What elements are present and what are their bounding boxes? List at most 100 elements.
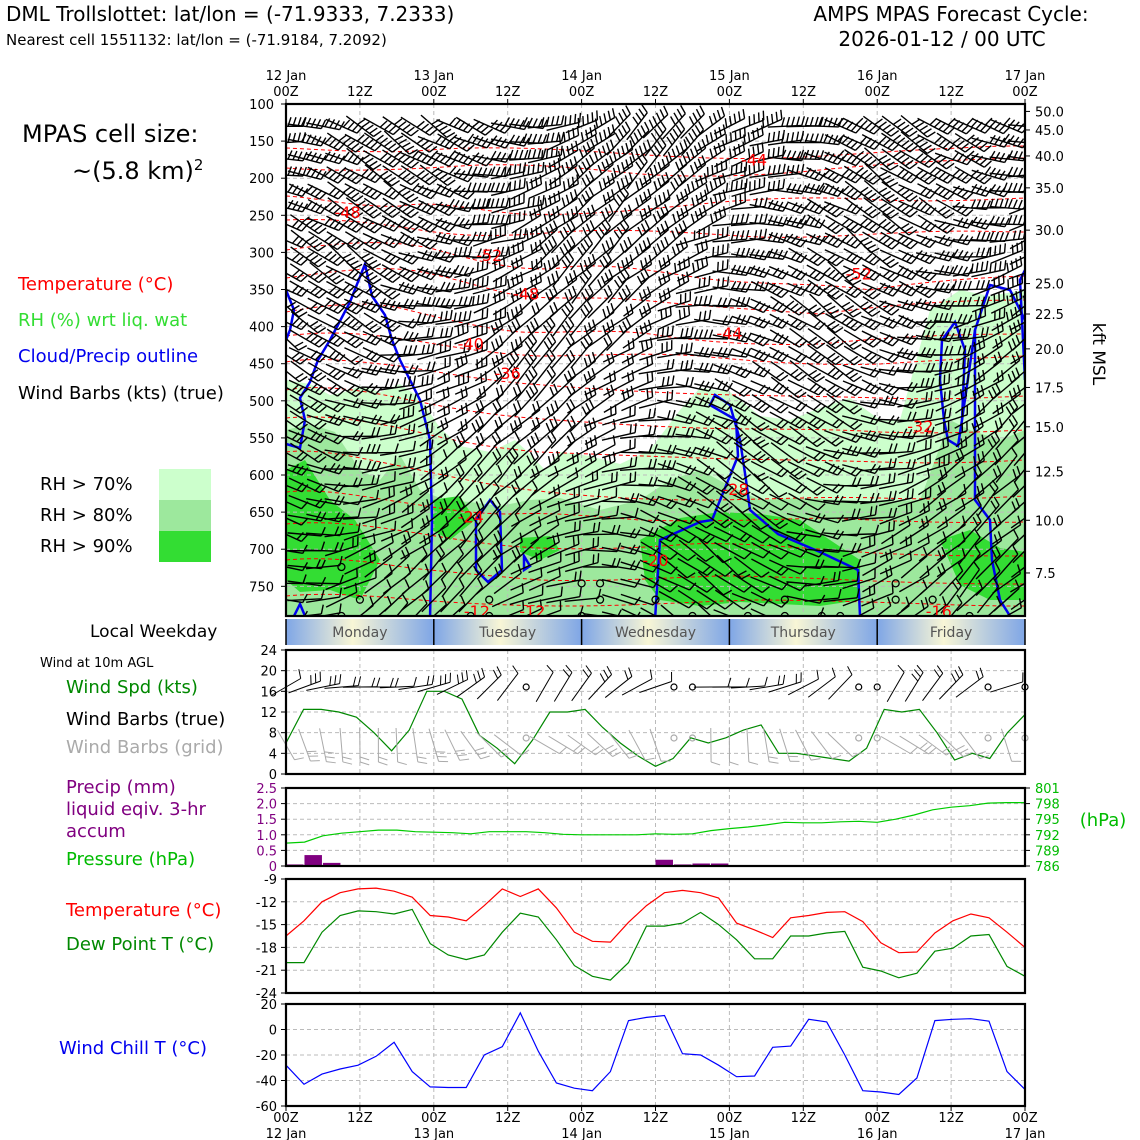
barb-feather	[754, 280, 760, 291]
barb-feather	[364, 256, 374, 263]
wind-barb	[420, 595, 448, 616]
barb-feather	[813, 385, 822, 394]
barb-feather	[361, 136, 370, 145]
barb-staff	[694, 318, 728, 326]
wind-barb	[546, 520, 581, 540]
barb-feather	[882, 221, 891, 229]
barb-feather	[514, 513, 521, 523]
wind-barb	[513, 285, 540, 318]
barb-feather	[818, 117, 823, 127]
barb-feather	[819, 116, 824, 127]
barb-feather	[625, 257, 630, 267]
barb-feather	[888, 443, 893, 453]
barb-feather	[908, 229, 918, 236]
barb-staff	[732, 151, 764, 167]
barb-feather	[671, 409, 676, 420]
barb-staff	[657, 511, 691, 525]
wind-barb	[509, 162, 545, 180]
barb-feather	[468, 246, 473, 256]
wind-barb	[307, 247, 346, 267]
barb-feather	[592, 554, 595, 564]
barb-feather	[492, 402, 499, 412]
calm-circle	[688, 611, 697, 616]
barb-staff	[767, 124, 802, 128]
wind-barb	[626, 104, 648, 141]
wind-barb	[400, 499, 431, 529]
barb-feather	[408, 457, 412, 468]
barb-feather	[545, 226, 551, 237]
barb-staff	[364, 572, 393, 594]
barb-feather	[813, 403, 822, 411]
barb-feather	[610, 352, 615, 362]
barb-staff	[675, 399, 710, 408]
barb-feather	[780, 437, 789, 446]
barb-feather	[490, 230, 492, 240]
nearest-cell-line: Nearest cell 1551132: lat/lon = (-71.918…	[6, 31, 387, 49]
barb-staff	[770, 361, 800, 382]
barb-feather	[616, 226, 624, 236]
barb-feather	[595, 230, 602, 240]
barb-feather	[799, 533, 808, 542]
wind-barb	[565, 536, 600, 556]
barb-staff	[620, 416, 654, 424]
barb-feather	[495, 121, 503, 130]
barb-staff	[551, 324, 575, 353]
wind-barb	[459, 447, 483, 483]
barb-feather	[555, 146, 558, 157]
wind-barb	[510, 272, 543, 298]
barb-feather	[652, 246, 658, 256]
barb-feather	[892, 416, 900, 426]
barb-feather	[661, 459, 667, 470]
wind-barb	[642, 204, 669, 236]
barb-feather	[835, 439, 844, 447]
wind-barb	[733, 573, 771, 594]
barb-feather	[583, 210, 588, 221]
barb-feather	[495, 198, 500, 208]
barb-feather	[854, 192, 863, 201]
barb-feather	[391, 179, 401, 187]
barb-feather	[444, 357, 446, 368]
barb-staff	[786, 564, 821, 570]
barb-feather	[357, 459, 363, 470]
calm-circle	[780, 595, 789, 604]
barb-feather	[851, 542, 857, 552]
barb-feather	[383, 287, 393, 295]
barb-staff	[419, 442, 448, 464]
barb-feather	[684, 188, 689, 199]
cell-size-value: ~(5.8 km)2	[72, 156, 203, 185]
wind-barb	[346, 147, 382, 171]
barb-staff	[657, 300, 691, 312]
barb-feather	[707, 499, 715, 509]
wind-barb	[437, 386, 468, 413]
barb-feather	[310, 286, 319, 294]
barb-feather	[685, 360, 689, 370]
barb-staff	[361, 300, 395, 311]
barb-feather	[808, 253, 817, 261]
barb-feather	[405, 193, 415, 200]
wind-barb	[287, 117, 327, 130]
barb-feather	[535, 552, 538, 563]
barb-feather	[408, 393, 412, 404]
barb-staff	[459, 569, 483, 597]
wind-barb	[361, 455, 397, 474]
barb-staff	[286, 494, 302, 510]
barb-feather	[675, 145, 681, 155]
barb-staff	[458, 472, 483, 499]
wind-barb	[490, 162, 527, 180]
barb-feather	[456, 561, 464, 571]
barb-feather	[613, 370, 617, 381]
barb-feather	[611, 172, 615, 183]
barb-feather	[361, 154, 370, 161]
barb-feather	[760, 442, 770, 449]
barb-feather	[476, 561, 483, 571]
barb-feather	[560, 552, 562, 562]
barb-feather	[365, 221, 374, 229]
barb-feather	[526, 292, 532, 302]
barb-feather	[646, 139, 652, 149]
barb-feather	[291, 317, 300, 326]
barb-feather	[539, 550, 543, 560]
barb-feather	[878, 121, 887, 128]
barb-feather	[600, 275, 606, 286]
barb-feather	[635, 112, 642, 122]
barb-staff	[824, 201, 857, 215]
